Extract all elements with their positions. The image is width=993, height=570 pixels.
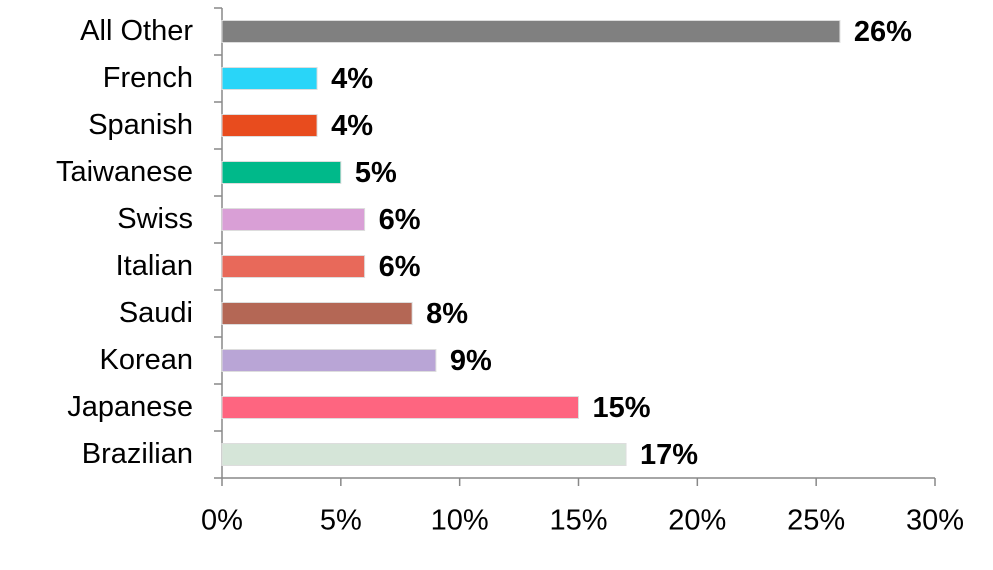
bar <box>221 443 627 466</box>
y-tick-label: Saudi <box>119 297 193 329</box>
bar <box>221 396 579 419</box>
value-label: 4% <box>331 110 373 142</box>
bar <box>221 67 318 90</box>
x-tick-label: 30% <box>906 505 964 537</box>
x-tick-label: 25% <box>787 505 845 537</box>
value-label: 6% <box>379 204 421 236</box>
x-tick-label: 20% <box>668 505 726 537</box>
y-tick-label: Brazilian <box>82 438 193 470</box>
y-tick-label: Swiss <box>117 203 193 235</box>
value-label: 8% <box>426 298 468 330</box>
y-tick-label: Japanese <box>67 391 193 423</box>
x-tick-label: 5% <box>320 505 362 537</box>
bar <box>221 349 437 372</box>
y-tick-label: Taiwanese <box>56 156 193 188</box>
x-tick-label: 10% <box>431 505 489 537</box>
bar <box>221 255 366 278</box>
y-tick-label: Italian <box>116 250 193 282</box>
value-label: 17% <box>640 439 698 471</box>
bar <box>221 208 366 231</box>
x-tick-label: 15% <box>549 505 607 537</box>
y-tick-label: French <box>103 62 193 94</box>
value-label: 15% <box>593 392 651 424</box>
value-label: 4% <box>331 63 373 95</box>
value-label: 9% <box>450 345 492 377</box>
value-label: 5% <box>355 157 397 189</box>
bar <box>221 161 342 184</box>
value-label: 26% <box>854 16 912 48</box>
value-label: 6% <box>379 251 421 283</box>
y-tick-label: Spanish <box>88 109 193 141</box>
bar <box>221 114 318 137</box>
y-tick-label: All Other <box>80 15 193 47</box>
x-tick-label: 0% <box>201 505 243 537</box>
bar <box>221 302 413 325</box>
y-tick-label: Korean <box>99 344 193 376</box>
bar <box>221 20 841 43</box>
